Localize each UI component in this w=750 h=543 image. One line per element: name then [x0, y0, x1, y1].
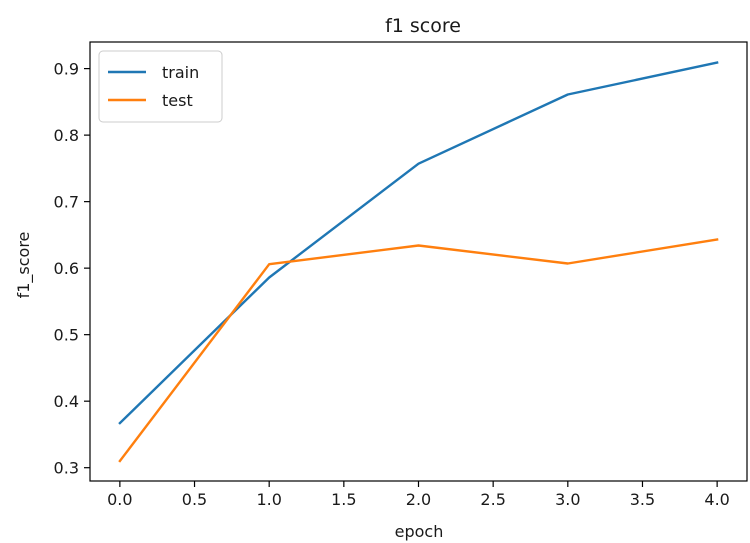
y-tick-label: 0.4 — [54, 392, 79, 411]
legend-items: train test — [108, 63, 199, 110]
x-tick-label: 3.0 — [555, 490, 580, 509]
x-axis: 0.0 0.5 1.0 1.5 2.0 2.5 3.0 3.5 4.0 — [107, 481, 730, 509]
y-tick-label: 0.5 — [54, 326, 79, 345]
x-tick-label: 0.5 — [182, 490, 207, 509]
y-tick-label: 0.7 — [54, 193, 79, 212]
series-line-test — [118, 238, 719, 463]
x-tick-label: 0.0 — [107, 490, 132, 509]
y-tick-label: 0.8 — [54, 126, 79, 145]
x-tick-label: 2.0 — [406, 490, 431, 509]
x-tick-label: 3.5 — [630, 490, 655, 509]
chart-title: f1 score — [385, 15, 461, 37]
x-tick-label: 1.5 — [331, 490, 356, 509]
legend-label-test: test — [162, 91, 193, 110]
series-line-train — [118, 61, 719, 425]
y-tick-label: 0.3 — [54, 459, 79, 478]
y-tick-label: 0.6 — [54, 259, 79, 278]
legend: train test — [98, 50, 223, 123]
y-tick-label: 0.9 — [54, 60, 79, 79]
x-tick-label: 2.5 — [480, 490, 505, 509]
legend-box — [98, 50, 223, 123]
x-axis-label: epoch — [395, 522, 444, 541]
y-axis: 0.3 0.4 0.5 0.6 0.7 0.8 0.9 — [54, 60, 90, 478]
y-axis-label: f1_score — [14, 232, 34, 299]
series-layer — [118, 61, 719, 463]
legend-label-train: train — [162, 63, 199, 82]
x-tick-label: 4.0 — [704, 490, 729, 509]
x-tick-label: 1.0 — [256, 490, 281, 509]
